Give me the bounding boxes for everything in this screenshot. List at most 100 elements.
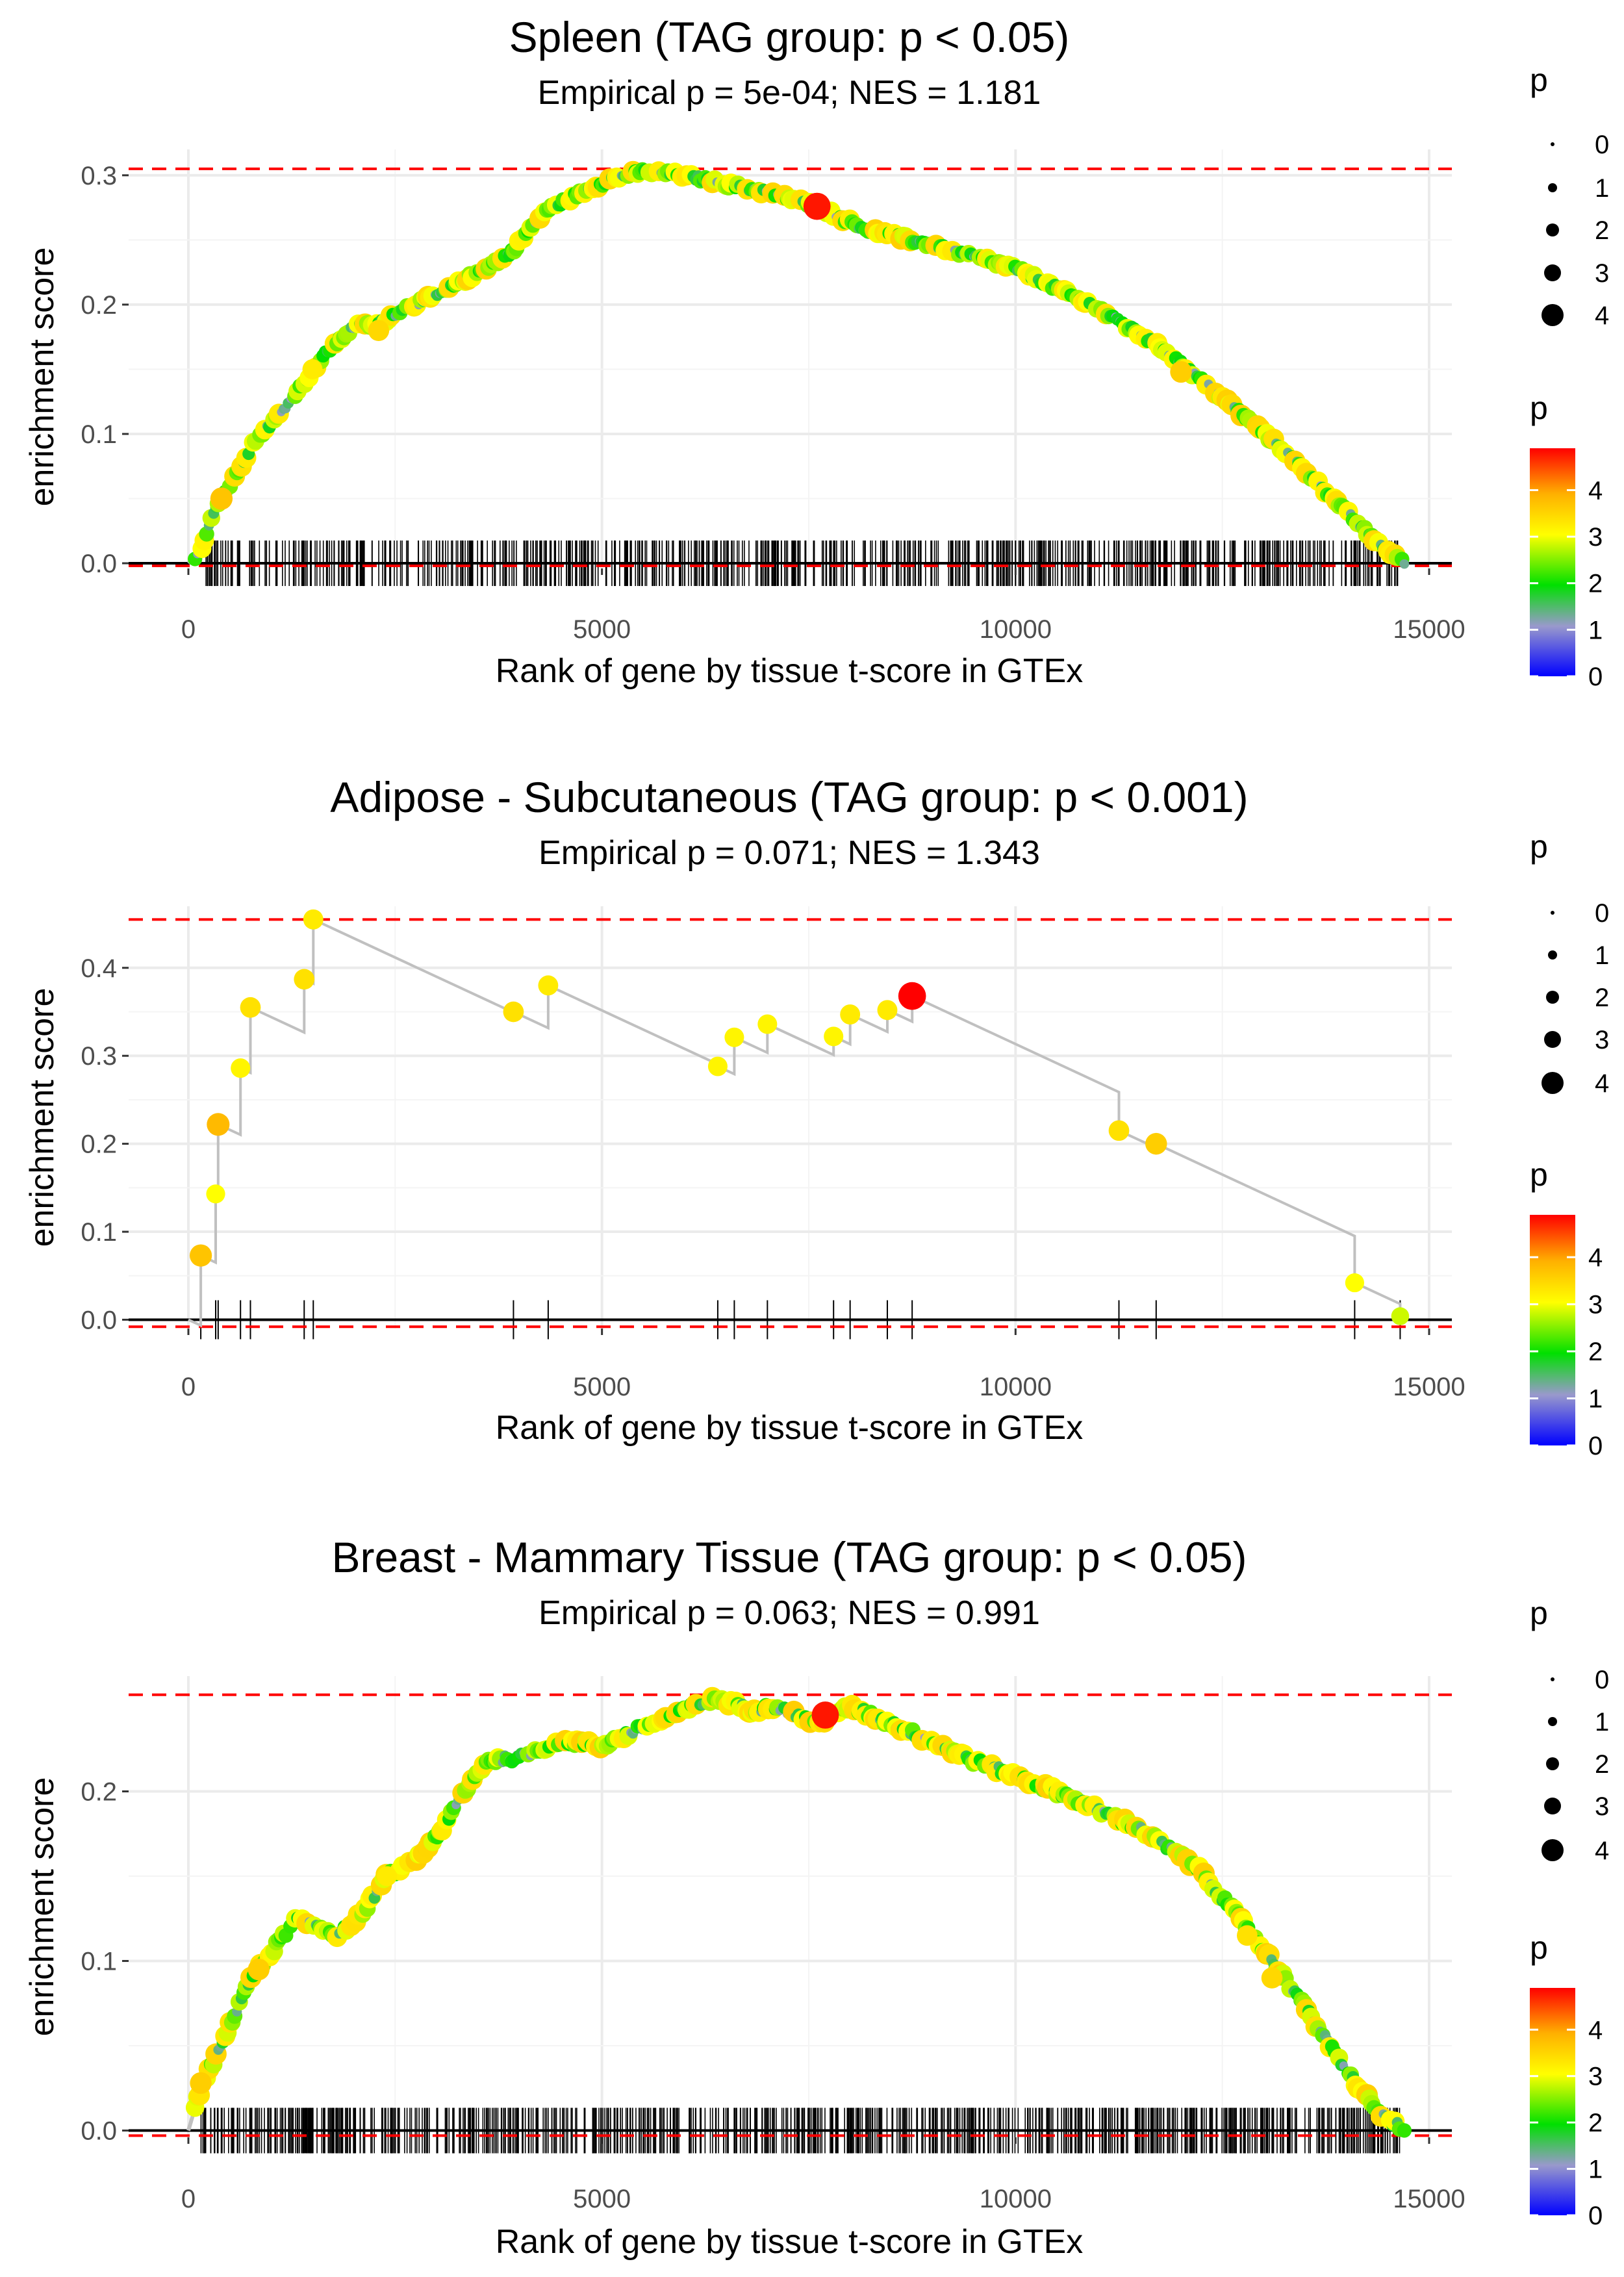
size-legend-title: p — [1530, 1595, 1548, 1631]
x-tick-label: 0 — [181, 2185, 196, 2213]
plot-area — [129, 1676, 1452, 2137]
x-axis-label: Rank of gene by tissue t-score in GTEx — [496, 652, 1084, 690]
color-legend-label: 1 — [1588, 616, 1603, 644]
es-point-highlight — [1237, 1925, 1258, 1946]
es-point — [1397, 2123, 1412, 2138]
es-point — [303, 909, 324, 930]
size-legend-label: 1 — [1595, 174, 1609, 203]
color-legend-label: 4 — [1588, 476, 1603, 505]
x-tick-label: 10000 — [980, 2185, 1052, 2213]
color-legend-bar — [1530, 1988, 1575, 2215]
size-legend-label: 3 — [1595, 1026, 1609, 1054]
color-legend-title: p — [1530, 390, 1548, 426]
size-legend-title: p — [1530, 62, 1548, 98]
size-legend-key — [1546, 223, 1559, 236]
size-legend-key — [1546, 991, 1559, 1004]
size-legend-label: 0 — [1595, 899, 1609, 928]
y-tick-label: 0.4 — [81, 954, 117, 983]
y-tick-label: 0.2 — [81, 291, 117, 320]
es-point-highlight — [803, 192, 831, 220]
y-tick-label: 0.2 — [81, 1130, 117, 1159]
size-legend-label: 1 — [1595, 941, 1609, 970]
color-legend-label: 0 — [1588, 2202, 1603, 2230]
es-point-highlight — [811, 1701, 839, 1729]
x-tick-label: 10000 — [980, 615, 1052, 644]
size-legend-key — [1544, 1798, 1561, 1814]
chart-panel-3: 0 5000 10000 15000 0.0 0.1 0.2 Breast - Mammary… — [23, 1533, 1609, 2261]
color-legend-bar — [1530, 1215, 1575, 1445]
y-tick-label: 0.0 — [81, 2117, 117, 2146]
x-tick-label: 5000 — [573, 615, 631, 644]
x-tick-label: 5000 — [573, 1373, 631, 1401]
x-axis-label: Rank of gene by tissue t-score in GTEx — [496, 1409, 1084, 1447]
y-tick-label: 0.1 — [81, 1218, 117, 1247]
chart-subtitle: Empirical p = 5e-04; NES = 1.181 — [538, 74, 1041, 112]
chart-title: Breast - Mammary Tissue (TAG group: p < … — [331, 1533, 1247, 1581]
chart-subtitle: Empirical p = 0.071; NES = 1.343 — [539, 834, 1040, 872]
es-point-highlight — [190, 2072, 212, 2094]
y-axis-label: enrichment score — [23, 248, 61, 507]
size-legend-label: 4 — [1595, 1069, 1609, 1098]
size-legend-label: 4 — [1595, 301, 1609, 330]
color-legend-label: 4 — [1588, 2016, 1603, 2044]
size-legend-label: 3 — [1595, 1792, 1609, 1821]
es-point-highlight — [302, 359, 323, 379]
color-legend-label: 3 — [1588, 2063, 1603, 2091]
size-legend-label: 3 — [1595, 259, 1609, 288]
chart-title: Spleen (TAG group: p < 0.05) — [509, 13, 1070, 61]
y-tick-label: 0.3 — [81, 162, 117, 190]
color-legend-title: p — [1530, 1929, 1548, 1966]
es-point — [207, 1113, 230, 1136]
size-legend-label: 4 — [1595, 1837, 1609, 1865]
es-point — [294, 969, 315, 990]
chart-title: Adipose - Subcutaneous (TAG group: p < 0… — [330, 773, 1248, 821]
x-axis-label: Rank of gene by tissue t-score in GTEx — [496, 2223, 1084, 2261]
size-legend-key — [1551, 142, 1554, 146]
es-point — [724, 1027, 744, 1047]
y-tick-label: 0.1 — [81, 1948, 117, 1976]
color-legend-bar — [1530, 448, 1575, 676]
x-tick-label: 15000 — [1393, 615, 1465, 644]
es-point — [1108, 1120, 1130, 1141]
x-tick-label: 5000 — [573, 2185, 631, 2213]
chart-subtitle: Empirical p = 0.063; NES = 0.991 — [539, 1594, 1040, 1632]
color-legend-label: 2 — [1588, 1338, 1603, 1366]
size-legend-key — [1546, 1757, 1559, 1770]
color-legend-label: 2 — [1588, 2109, 1603, 2137]
x-tick-label: 15000 — [1393, 2185, 1465, 2213]
es-point-highlight — [1170, 361, 1192, 383]
x-tick-label: 0 — [181, 615, 196, 644]
size-legend-key — [1542, 1072, 1564, 1094]
y-tick-label: 0.0 — [81, 1306, 117, 1334]
chart-panel-1: 0 5000 10000 15000 0.0 0.1 0.2 0.3 Spleen (TAG g… — [23, 13, 1609, 691]
es-point — [538, 975, 559, 996]
es-point — [206, 1184, 225, 1204]
chart-panel-2: 0 5000 10000 15000 0.0 0.1 0.2 0.3 0.4 Adipose - … — [23, 773, 1609, 1460]
size-legend-key — [1544, 264, 1561, 281]
size-legend-key — [1548, 950, 1557, 960]
es-point — [898, 982, 926, 1010]
size-legend-label: 1 — [1595, 1708, 1609, 1736]
es-point — [240, 997, 261, 1018]
y-axis-label: enrichment score — [23, 988, 61, 1247]
x-tick-label: 0 — [181, 1373, 196, 1401]
y-tick-label: 0.0 — [81, 550, 117, 578]
size-legend-label: 2 — [1595, 1750, 1609, 1779]
es-point-highlight — [368, 320, 390, 341]
es-point-highlight — [210, 487, 233, 510]
size-legend-key — [1542, 1839, 1564, 1861]
es-point — [1391, 1307, 1410, 1325]
color-legend-label: 0 — [1588, 663, 1603, 691]
x-tick-label: 15000 — [1393, 1373, 1465, 1401]
size-legend-key — [1544, 1031, 1561, 1048]
color-legend-label: 0 — [1588, 1432, 1603, 1460]
es-point — [824, 1026, 844, 1047]
es-point — [1399, 559, 1410, 569]
size-legend-label: 0 — [1595, 1666, 1609, 1694]
es-point — [840, 1004, 861, 1025]
es-point — [1145, 1132, 1167, 1155]
color-legend-label: 1 — [1588, 2156, 1603, 2184]
plot-area — [129, 906, 1452, 1329]
color-legend-label: 3 — [1588, 523, 1603, 552]
